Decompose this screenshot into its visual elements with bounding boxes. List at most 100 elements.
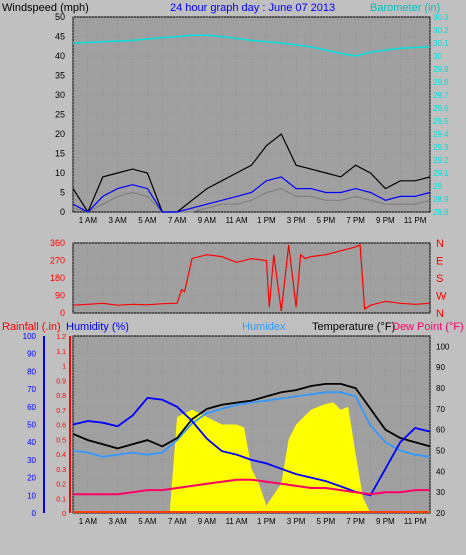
barometer-tick-label: 29.1 xyxy=(433,169,449,178)
humidity-tick-label: 70 xyxy=(27,385,36,394)
x-tick-label: 5 PM xyxy=(317,517,336,526)
x-tick-label: 5 AM xyxy=(138,517,157,526)
barometer-tick-label: 29.5 xyxy=(433,117,449,126)
barometer-tick-label: 29.9 xyxy=(433,65,449,74)
temperature-label: Temperature (°F) xyxy=(312,321,395,333)
x-tick-label: 1 AM xyxy=(79,216,98,225)
humidity-tick-label: 40 xyxy=(27,438,36,447)
rain-tick-label: 0.9 xyxy=(56,378,66,385)
wind-tick-label: 0 xyxy=(60,207,65,217)
temp-tick-label: 30 xyxy=(436,488,445,497)
rain-tick-label: 0.2 xyxy=(56,482,66,489)
x-tick-label: 7 AM xyxy=(168,216,187,225)
barometer-tick-label: 30.2 xyxy=(433,26,449,35)
gust-line xyxy=(72,133,431,214)
rain-tick-label: 0.3 xyxy=(56,467,66,474)
barometer-tick-label: 28.9 xyxy=(433,195,449,204)
temp-tick-label: 50 xyxy=(436,447,445,456)
wind-tick-label: 20 xyxy=(55,129,65,139)
wind-tick-label: 40 xyxy=(55,51,65,61)
chart-title: 24 hour graph day : June 07 2013 xyxy=(170,2,335,14)
humidity-tick-label: 20 xyxy=(27,474,36,483)
rain-tick-label: 1.2 xyxy=(56,334,66,341)
x-tick-label: 9 AM xyxy=(198,517,217,526)
x-tick-label: 7 PM xyxy=(346,216,365,225)
windspeed-label: Windspeed (mph) xyxy=(2,2,89,14)
rain-tick-label: 1 xyxy=(62,364,66,371)
humidity-tick-label: 0 xyxy=(32,509,37,518)
x-tick-label: 7 AM xyxy=(168,517,187,526)
x-tick-label: 11 AM xyxy=(226,216,248,225)
wind-tick-label: 10 xyxy=(55,168,65,178)
barometer-tick-label: 29.7 xyxy=(433,91,449,100)
compass-label: S xyxy=(436,273,443,285)
rain-tick-label: 0.7 xyxy=(56,408,66,415)
rain-tick-label: 0 xyxy=(62,511,66,518)
x-tick-label: 9 PM xyxy=(376,216,395,225)
humidity-label: Humidity (%) xyxy=(66,321,129,333)
barometer-tick-label: 30.3 xyxy=(433,13,449,22)
humidex-line xyxy=(72,391,431,458)
barometer-tick-label: 29.4 xyxy=(433,130,449,139)
speed-line xyxy=(72,187,431,213)
x-tick-label: 7 PM xyxy=(346,517,365,526)
x-tick-label: 5 PM xyxy=(317,216,336,225)
barometer-tick-label: 29.8 xyxy=(433,78,449,87)
barometer-tick-label: 29.6 xyxy=(433,104,449,113)
rain-tick-label: 0.8 xyxy=(56,393,66,400)
rain-tick-label: 1.1 xyxy=(56,349,66,356)
x-tick-label: 9 AM xyxy=(198,216,217,225)
humidity-tick-label: 80 xyxy=(27,367,36,376)
barometer-label: Barometer (in) xyxy=(370,2,440,14)
barometer-tick-label: 30.1 xyxy=(433,39,449,48)
barometer-tick-label: 30 xyxy=(433,52,442,61)
direction-tick-label: 0 xyxy=(60,308,65,318)
temp-tick-label: 20 xyxy=(436,509,445,518)
temp-tick-label: 70 xyxy=(436,405,445,414)
x-tick-label: 3 PM xyxy=(287,216,306,225)
rain-tick-label: 0.4 xyxy=(56,452,66,459)
compass-label: N xyxy=(436,308,444,320)
wind-tick-label: 45 xyxy=(55,32,65,42)
rain-tick-label: 0.1 xyxy=(56,496,66,503)
temp-tick-label: 90 xyxy=(436,363,445,372)
humidity-tick-label: 100 xyxy=(23,332,37,341)
temp-tick-label: 80 xyxy=(436,384,445,393)
temp-tick-label: 40 xyxy=(436,467,445,476)
barometer-tick-label: 29.3 xyxy=(433,143,449,152)
rain-tick-label: 0.5 xyxy=(56,437,66,444)
temp-tick-label: 60 xyxy=(436,426,445,435)
compass-label: N xyxy=(436,238,444,250)
barometer-line xyxy=(72,34,431,57)
humidity-tick-label: 60 xyxy=(27,403,36,412)
rainfall-label: Rainfall (.in) xyxy=(2,321,61,333)
wind-tick-label: 5 xyxy=(60,188,65,198)
x-tick-label: 1 PM xyxy=(257,517,276,526)
rain-tick-label: 0.6 xyxy=(56,423,66,430)
rain-area xyxy=(73,402,430,513)
compass-label: E xyxy=(436,256,443,268)
x-tick-label: 3 PM xyxy=(287,517,306,526)
temp-tick-label: 100 xyxy=(436,342,450,351)
x-tick-label: 3 AM xyxy=(109,216,128,225)
humidity-tick-label: 10 xyxy=(27,491,36,500)
barometer-tick-label: 29 xyxy=(433,182,442,191)
compass-label: W xyxy=(436,291,447,303)
wind-tick-label: 30 xyxy=(55,90,65,100)
dewpoint-line xyxy=(73,478,430,496)
temperature-line xyxy=(72,383,431,450)
average-line xyxy=(72,176,431,213)
direction-tick-label: 180 xyxy=(50,273,65,283)
wind-tick-label: 35 xyxy=(55,71,65,81)
x-tick-label: 11 PM xyxy=(404,517,427,526)
barometer-tick-label: 29.2 xyxy=(433,156,449,165)
x-tick-label: 3 AM xyxy=(109,517,128,526)
x-tick-label: 1 PM xyxy=(257,216,276,225)
x-tick-label: 11 AM xyxy=(226,517,248,526)
direction-tick-label: 270 xyxy=(50,256,65,266)
dewpoint-label: Dew Point (°F) xyxy=(392,321,464,333)
direction-tick-label: 360 xyxy=(50,238,65,248)
x-tick-label: 11 PM xyxy=(404,216,427,225)
x-tick-label: 1 AM xyxy=(79,517,98,526)
